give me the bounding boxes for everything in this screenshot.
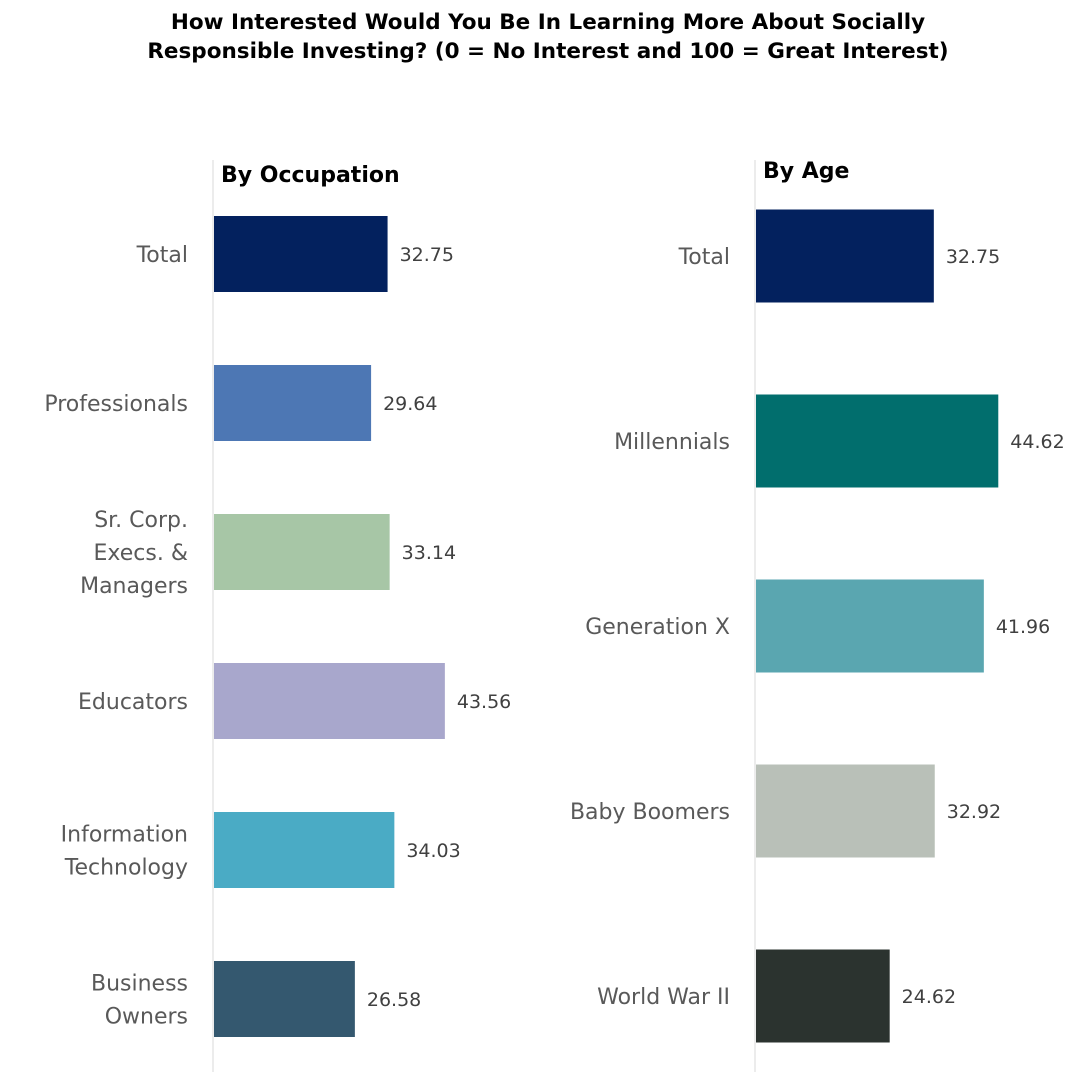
- chart-title-line-2: Responsible Investing? (0 = No Interest …: [147, 39, 949, 64]
- occupation-category-label: Execs. &: [94, 541, 188, 566]
- occupation-value-label: 32.75: [400, 244, 454, 266]
- age-value-label: 24.62: [902, 986, 956, 1008]
- chart-title-line-1: How Interested Would You Be In Learning …: [170, 10, 926, 35]
- occupation-value-label: 43.56: [457, 691, 511, 713]
- chart-title: How Interested Would You Be In Learning …: [0, 8, 1080, 66]
- age-category-label: Millennials: [614, 430, 730, 455]
- age-category-label: Generation X: [585, 615, 730, 640]
- age-value-label: 32.92: [947, 801, 1001, 823]
- age-value-label: 41.96: [996, 616, 1050, 638]
- occupation-bar: [214, 365, 372, 441]
- age-bar: [756, 949, 890, 1043]
- occupation-category-label: Owners: [105, 1005, 188, 1030]
- occupation-bar: [214, 961, 355, 1037]
- occupation-category-label: Technology: [64, 856, 188, 881]
- occupation-bar: [214, 514, 390, 590]
- occupation-category-label: Managers: [80, 574, 188, 599]
- occupation-value-label: 29.64: [383, 393, 437, 415]
- occupation-bar: [214, 663, 445, 739]
- age-bar: [756, 764, 935, 858]
- age-bar: [756, 579, 984, 673]
- occupation-category-label: Sr. Corp.: [94, 508, 188, 533]
- age-category-label: World War II: [597, 985, 730, 1010]
- age-bar: [756, 394, 999, 488]
- occupation-category-label: Total: [136, 243, 188, 268]
- age-value-label: 44.62: [1010, 431, 1064, 453]
- occupation-value-label: 26.58: [367, 989, 421, 1011]
- occupation-bar: [214, 812, 395, 888]
- occupation-value-label: 34.03: [406, 840, 460, 862]
- occupation-bar: [214, 216, 388, 292]
- age-bar: [756, 209, 934, 303]
- occupation-category-label: Educators: [78, 690, 188, 715]
- occupation-panel-title: By Occupation: [221, 163, 400, 188]
- occupation-category-label: Professionals: [44, 392, 188, 417]
- occupation-category-label: Information: [61, 823, 188, 848]
- occupation-value-label: 33.14: [402, 542, 456, 564]
- age-category-label: Baby Boomers: [570, 800, 730, 825]
- age-panel-title: By Age: [763, 159, 849, 184]
- age-value-label: 32.75: [946, 246, 1000, 268]
- occupation-category-label: Business: [91, 972, 188, 997]
- age-category-label: Total: [678, 245, 730, 270]
